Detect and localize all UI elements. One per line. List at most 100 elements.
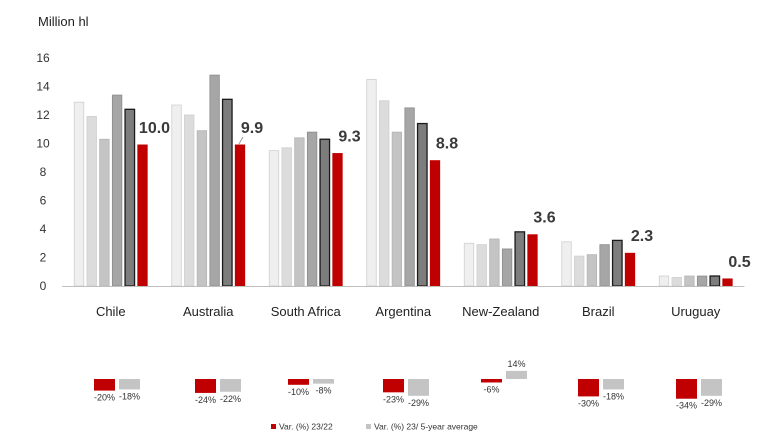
y-tick-label: 6 [40, 194, 47, 208]
bar-brazil-3 [599, 244, 610, 287]
bar-uruguay-1 [671, 277, 682, 287]
bar-new-zealand-2 [489, 238, 500, 287]
y-tick-label: 16 [36, 51, 50, 65]
variation-label-23-22: -30% [578, 398, 599, 408]
bar-uruguay-2 [684, 275, 695, 287]
data-label: 10.0 [139, 120, 170, 137]
bar-brazil-0 [561, 241, 572, 287]
category-label: Argentina [375, 304, 431, 319]
y-tick-label: 12 [36, 108, 50, 122]
legend-label-var-23-22: Var. (%) 23/22 [279, 422, 333, 432]
data-label: 9.3 [338, 128, 360, 145]
category-label: New-Zealand [462, 304, 539, 319]
bar-australia-0 [171, 104, 182, 287]
bar-argentina-3 [404, 107, 415, 287]
bar-south-africa-0 [268, 150, 280, 287]
legend-swatch-var-23-5yr [366, 424, 371, 429]
variation-bar-23-5yr [408, 379, 429, 396]
variation-label-23-22: -34% [676, 401, 697, 411]
bar-uruguay-0 [658, 275, 670, 287]
data-label: 0.5 [728, 254, 750, 271]
legend-label-var-23-5yr: Var. (%) 23/ 5-year average [374, 422, 478, 432]
y-tick-label: 14 [36, 80, 50, 94]
category-label: Brazil [582, 304, 615, 319]
variation-bar-23-22 [94, 379, 115, 391]
variation-bar-23-5yr [506, 370, 527, 379]
bar-chile-1 [86, 116, 97, 287]
bar-new-zealand-3 [501, 248, 513, 287]
category-label: South Africa [271, 304, 342, 319]
bar-new-zealand-4 [514, 231, 526, 287]
bar-australia-2 [196, 130, 208, 287]
y-tick-label: 10 [36, 137, 50, 151]
y-axis-label: Million hl [38, 14, 89, 29]
bar-uruguay-5 [722, 278, 733, 287]
bar-chile-0 [73, 101, 85, 287]
variation-bar-23-22 [481, 379, 502, 383]
variation-bar-23-5yr [603, 379, 624, 390]
bar-australia-4 [221, 98, 233, 287]
bar-brazil-2 [586, 254, 598, 287]
bar-south-africa-3 [306, 131, 318, 287]
bar-chile-3 [111, 94, 123, 287]
data-labels: 10.0 9.9 9.3 8.8 3.6 2.3 0.5 [139, 120, 751, 271]
bar-chile-4 [124, 108, 136, 287]
bar-australia-3 [209, 74, 220, 287]
variation-bar-23-5yr [119, 379, 140, 390]
variation-label-23-22: -10% [288, 387, 309, 397]
variation-label-23-22: -24% [195, 395, 216, 405]
variation-bar-23-5yr [220, 379, 241, 392]
data-label: 3.6 [533, 210, 555, 227]
bar-argentina-0 [366, 78, 377, 287]
variation-label-23-5yr: -29% [701, 398, 722, 408]
bar-argentina-1 [379, 100, 390, 287]
variation-label-23-5yr: -29% [408, 398, 429, 408]
bar-argentina-4 [416, 122, 428, 287]
variation-label-23-5yr: 14% [507, 359, 525, 369]
bar-south-africa-1 [281, 147, 292, 287]
y-tick-label: 4 [40, 222, 47, 236]
bar-chile-2 [99, 138, 110, 287]
variation-label-23-22: -6% [483, 384, 499, 394]
variation-bar-23-22 [288, 379, 309, 385]
bar-new-zealand-0 [463, 242, 475, 287]
variation-label-23-5yr: -8% [315, 386, 331, 396]
legend-swatch-var-23-22 [271, 424, 276, 429]
y-tick-label: 0 [40, 279, 47, 293]
data-label: 9.9 [241, 120, 263, 137]
bar-brazil-1 [574, 255, 585, 287]
bars [73, 74, 733, 287]
variation-bar-23-22 [676, 379, 697, 399]
category-labels: Chile Australia South Africa Argentina New-Z… [96, 304, 721, 319]
variation-label-23-5yr: -18% [603, 391, 624, 401]
variation-label-23-5yr: -18% [119, 391, 140, 401]
bar-south-africa-2 [294, 137, 305, 287]
bar-chile-5 [137, 144, 148, 287]
variation-bar-23-22 [195, 379, 216, 393]
variation-bar-23-22 [578, 379, 599, 397]
bar-australia-1 [184, 114, 195, 287]
bar-uruguay-4 [709, 275, 721, 287]
variation-indicators: -20% -18% -24% -22% -10% -8% -23% -29% -6% 14% -30… [94, 359, 722, 411]
bar-uruguay-3 [696, 275, 708, 287]
category-label: Chile [96, 304, 126, 319]
variation-bar-23-22 [383, 379, 404, 393]
category-label: Uruguay [671, 304, 721, 319]
bar-brazil-5 [624, 252, 636, 287]
y-tick-label: 2 [40, 251, 47, 265]
bar-argentina-5 [429, 160, 441, 287]
bar-brazil-4 [611, 239, 623, 287]
variation-label-23-22: -20% [94, 393, 115, 403]
data-label: 2.3 [631, 228, 653, 245]
bar-australia-5 [234, 144, 246, 287]
legend: Var. (%) 23/22 Var. (%) 23/ 5-year avera… [271, 422, 478, 432]
y-axis-ticks: 0 2 4 6 8 10 12 14 16 [36, 51, 50, 293]
data-label-leader [238, 136, 244, 145]
bar-new-zealand-1 [476, 244, 487, 287]
variation-label-23-5yr: -22% [220, 394, 241, 404]
y-tick-label: 8 [40, 165, 47, 179]
bar-south-africa-5 [332, 153, 343, 287]
bar-argentina-2 [391, 131, 403, 287]
bar-south-africa-4 [319, 138, 331, 287]
